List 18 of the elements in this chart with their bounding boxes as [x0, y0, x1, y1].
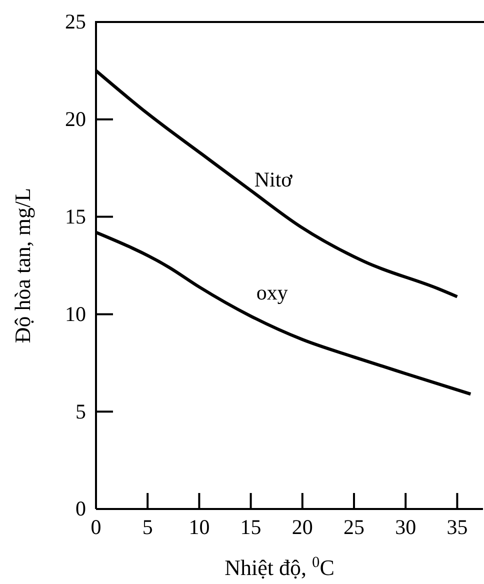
- x-tick-label: 30: [395, 514, 416, 539]
- x-tick-label: 15: [240, 514, 262, 539]
- x-tick-label: 5: [142, 514, 153, 539]
- x-tick-label: 35: [446, 514, 468, 539]
- x-tick-label: 10: [188, 514, 210, 539]
- series-label: Nitơ: [254, 168, 294, 192]
- y-tick-label: 5: [76, 399, 86, 424]
- x-tick-label: 20: [292, 514, 313, 539]
- y-tick-label: 10: [65, 302, 86, 326]
- y-tick-label: 25: [65, 10, 86, 34]
- x-tick-label: 25: [344, 514, 364, 539]
- y-tick-label: 15: [65, 204, 86, 229]
- y-tick-label: 0: [76, 496, 86, 521]
- series-label: oxy: [256, 280, 288, 305]
- y-axis-title: Độ hòa tan, mg/L: [10, 188, 35, 344]
- y-tick-label: 20: [65, 107, 86, 132]
- x-tick-label: 0: [90, 514, 102, 539]
- x-axis-title: Nhiệt độ, $^{0}$C: [224, 554, 334, 580]
